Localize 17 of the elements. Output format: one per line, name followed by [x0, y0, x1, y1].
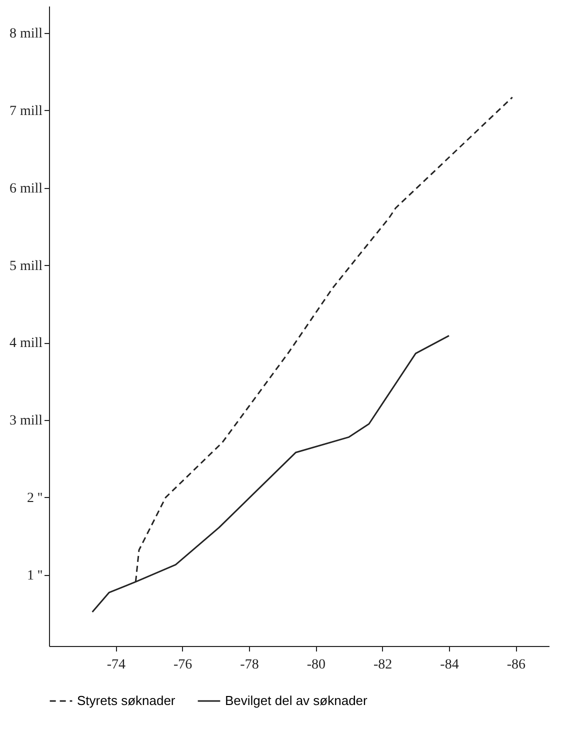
x-tick-label: -76 [173, 658, 192, 672]
y-tick-label: 3 mill [9, 414, 43, 429]
x-tick-label: -86 [506, 658, 526, 672]
legend-label: Styrets søknader [77, 693, 176, 708]
x-tick-label: -74 [106, 658, 126, 672]
y-tick-label: 4 mill [9, 336, 43, 352]
x-tick-label: -78 [240, 658, 259, 672]
y-tick-label: 2 '' [26, 490, 42, 506]
x-tick-label: -82 [373, 658, 392, 672]
y-tick-label: 8 mill [9, 26, 43, 42]
x-tick-label: -84 [440, 658, 459, 672]
y-tick-label: 7 mill [9, 104, 43, 119]
y-tick-label: 5 mill [9, 258, 43, 274]
legend-label: Bevilget del av søknader [225, 693, 368, 708]
x-tick-label: -80 [306, 658, 326, 672]
y-tick-label: 6 mill [9, 181, 43, 196]
y-tick-label: 1 '' [26, 568, 42, 584]
